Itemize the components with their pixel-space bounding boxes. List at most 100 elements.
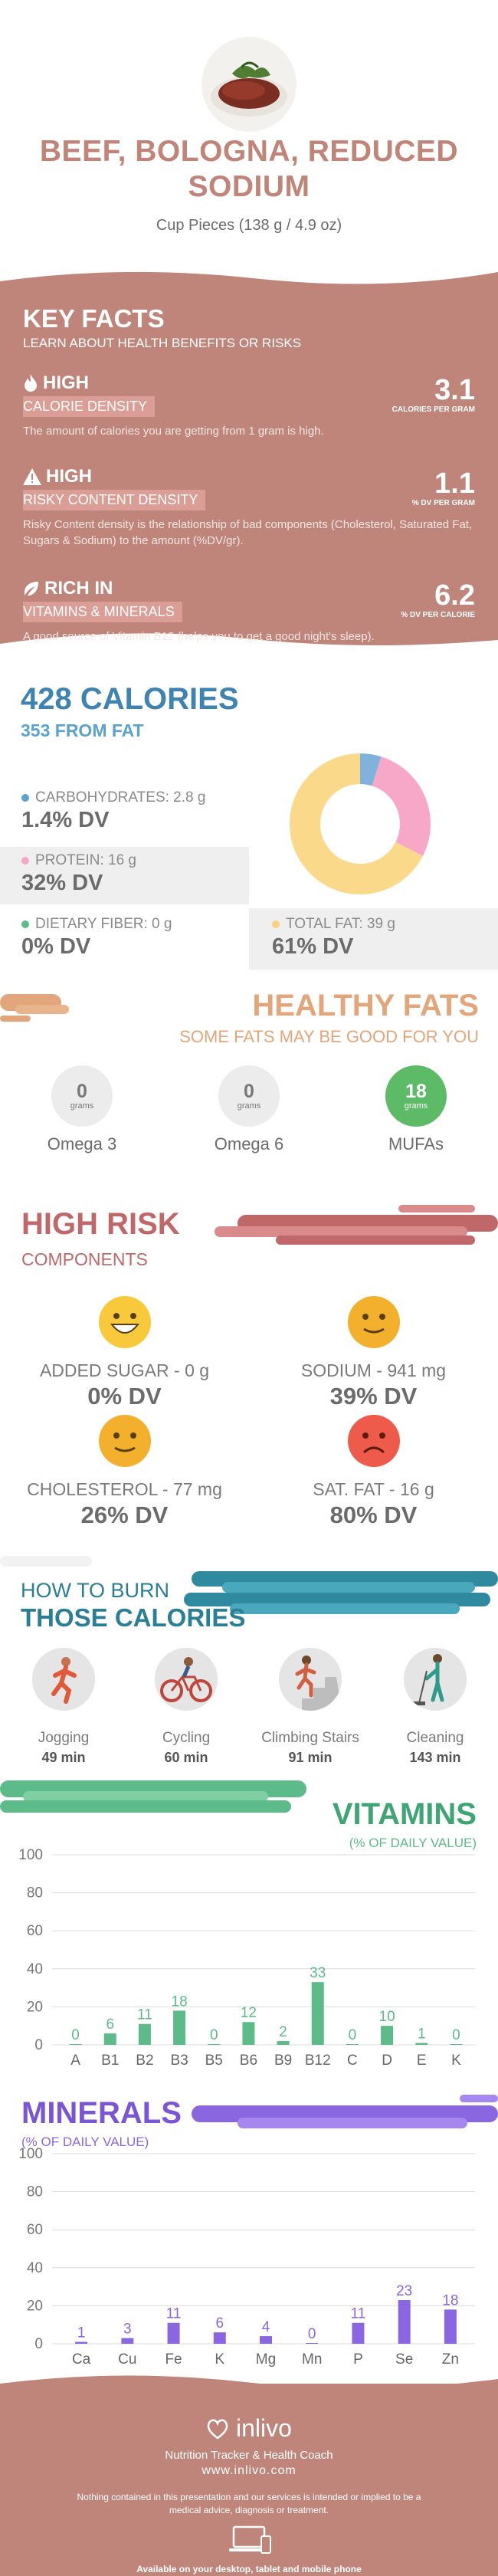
x-tick-label-B5: B5 xyxy=(205,2053,223,2069)
y-tick-label: 0 xyxy=(34,2336,43,2352)
data-label-K: 0 xyxy=(452,2027,460,2043)
vitamins-section: VITAMINS (% OF DAILY VALUE) 0 20 40 60 80 100… xyxy=(0,1774,498,2081)
calorie-density-level: HIGH xyxy=(43,372,89,393)
y-tick-label: 60 xyxy=(27,2222,43,2238)
y-tick-label: 20 xyxy=(27,2298,43,2314)
mufas-circle: 18 grams xyxy=(385,1065,447,1127)
bar-Zn xyxy=(444,2309,457,2344)
healthy-fats-title: HEALTHY FATS xyxy=(252,989,479,1022)
y-tick-label: 80 xyxy=(27,2184,43,2200)
neutral-face-icon xyxy=(347,1296,400,1348)
carbohydrates-dot xyxy=(21,794,29,802)
data-label-Zn: 18 xyxy=(442,2292,458,2309)
bar-B3 xyxy=(173,2010,186,2045)
activity-cycling: Cycling 60 min xyxy=(133,1648,240,1766)
cleaning-name: Cleaning xyxy=(406,1730,464,1746)
risky-content-level: HIGH xyxy=(46,466,92,487)
x-tick-label-Mn: Mn xyxy=(302,2351,322,2368)
protein-label: PROTEIN: 16 g xyxy=(35,852,136,868)
protein-dv: 32% DV xyxy=(21,871,103,895)
data-label-K: 6 xyxy=(215,2315,224,2332)
key-facts-section: KEY FACTS LEARN ABOUT HEALTH BENEFITS OR… xyxy=(0,264,498,651)
data-label-Ca: 1 xyxy=(77,2325,86,2341)
risky-content-row: HIGH RISKY CONTENT DENSITY Risky Content… xyxy=(23,465,475,549)
burn-title-line2: THOSE CALORIES xyxy=(21,1603,246,1632)
key-facts-title: KEY FACTS xyxy=(23,304,165,333)
y-tick-label: 20 xyxy=(27,1999,43,2015)
protein-band xyxy=(0,847,249,904)
bar-Fe xyxy=(167,2322,180,2344)
y-tick-label: 40 xyxy=(27,2260,43,2276)
footer-wave xyxy=(0,2375,498,2399)
risk-cholesterol: CHOLESTEROL - 77 mg 26% DV xyxy=(0,1414,249,1529)
cholesterol-dv: 26% DV xyxy=(80,1501,169,1528)
food-title: BEEF, BOLOGNA, REDUCED SODIUM xyxy=(0,134,498,205)
omega6-name: Omega 6 xyxy=(214,1134,284,1153)
minerals-bar-chart: 0 20 40 60 80 100 1 Ca 3 Cu 11 Fe 6 K 4 Mg 0 Mn 11 P 23 Se 18 Z… xyxy=(18,2146,475,2368)
x-tick-label-E: E xyxy=(417,2053,427,2069)
mufas-value: 18 xyxy=(405,1081,427,1102)
climbing-stairs-minutes: 91 min xyxy=(288,1750,333,1765)
fat-band xyxy=(249,908,498,970)
warning-icon xyxy=(23,468,41,485)
bar-K xyxy=(450,2044,463,2045)
fiber-dv: 0% DV xyxy=(21,934,91,959)
y-tick-label: 60 xyxy=(27,1923,43,1939)
omega3-circle: 0 grams xyxy=(51,1065,113,1127)
omega6-unit: grams xyxy=(237,1101,261,1111)
donut-slice-protein xyxy=(371,756,431,856)
data-label-P: 11 xyxy=(351,2306,366,2322)
bar-Mg xyxy=(260,2336,272,2344)
bar-B1 xyxy=(103,2033,116,2045)
healthy-fats-subtitle: SOME FATS MAY BE GOOD FOR YOU xyxy=(179,1027,479,1046)
heart-logo-icon xyxy=(207,2419,228,2440)
minerals-title: MINERALS xyxy=(21,2096,182,2130)
x-tick-label-C: C xyxy=(347,2053,358,2069)
data-label-Se: 23 xyxy=(396,2283,412,2299)
footer-brand: inlivo xyxy=(235,2414,292,2442)
calorie-density-desc: The amount of calories you are getting f… xyxy=(23,425,324,438)
x-tick-label-Se: Se xyxy=(395,2351,413,2368)
donut-slice-fat xyxy=(290,753,423,894)
x-tick-label-Mg: Mg xyxy=(256,2351,276,2368)
calorie-density-value-box: 3.1 CALORIES PER GRAM xyxy=(392,375,475,414)
header: BEEF, BOLOGNA, REDUCED SODIUM Cup Pieces… xyxy=(0,0,498,261)
x-tick-label-A: A xyxy=(70,2053,80,2069)
x-tick-label-B2: B2 xyxy=(136,2053,153,2069)
vitamins-title: VITAMINS xyxy=(332,1797,477,1831)
footer-devices-text: Available on your desktop, tablet and mo… xyxy=(136,2564,362,2574)
vitamins-minerals-row: RICH IN VITAMINS & MINERALS A good sourc… xyxy=(23,577,475,645)
footer-tagline: Nutrition Tracker & Health Coach xyxy=(165,2449,333,2462)
x-tick-label-B3: B3 xyxy=(170,2053,188,2069)
fiber-dot xyxy=(21,920,29,928)
flame-icon xyxy=(25,374,37,392)
vitamins-subtitle: (% OF DAILY VALUE) xyxy=(349,1836,477,1850)
bar-D xyxy=(381,2026,394,2045)
burn-section: HOW TO BURN THOSE CALORIES Jogging 49 mi… xyxy=(0,1556,498,1786)
macro-protein: PROTEIN: 16 g 32% DV xyxy=(21,852,136,896)
high-risk-section: HIGH RISK COMPONENTS ADDED SUGAR - 0 g 0… xyxy=(0,1203,498,1533)
bar-P xyxy=(352,2322,365,2344)
x-tick-label-B1: B1 xyxy=(101,2053,119,2069)
stairs-icon xyxy=(279,1648,342,1711)
key-facts-subtitle: LEARN ABOUT HEALTH BENEFITS OR RISKS xyxy=(23,336,302,350)
calorie-density-unit: CALORIES PER GRAM xyxy=(392,405,475,414)
data-label-Mg: 4 xyxy=(262,2319,270,2335)
omega3-value: 0 xyxy=(77,1081,87,1102)
risk-sodium: SODIUM - 941 mg 39% DV xyxy=(249,1295,498,1410)
activity-climbing-stairs: Climbing Stairs 91 min xyxy=(257,1648,364,1766)
cycling-name: Cycling xyxy=(162,1730,211,1746)
bar-E xyxy=(415,2043,428,2045)
footer-url[interactable]: www.inlivo.com xyxy=(201,2464,297,2477)
y-tick-label: 40 xyxy=(27,1961,43,1977)
burn-deco xyxy=(0,1556,498,1614)
high-risk-title: HIGH RISK xyxy=(21,1207,180,1241)
carbohydrates-dv: 1.4% DV xyxy=(21,808,110,832)
x-tick-label-Zn: Zn xyxy=(442,2351,459,2368)
data-label-B5: 0 xyxy=(210,2027,218,2043)
omega3-unit: grams xyxy=(70,1101,94,1111)
bar-Mn xyxy=(306,2343,319,2344)
risk-sat-fat: SAT. FAT - 16 g 80% DV xyxy=(249,1414,498,1529)
cleaning-icon xyxy=(404,1648,467,1711)
